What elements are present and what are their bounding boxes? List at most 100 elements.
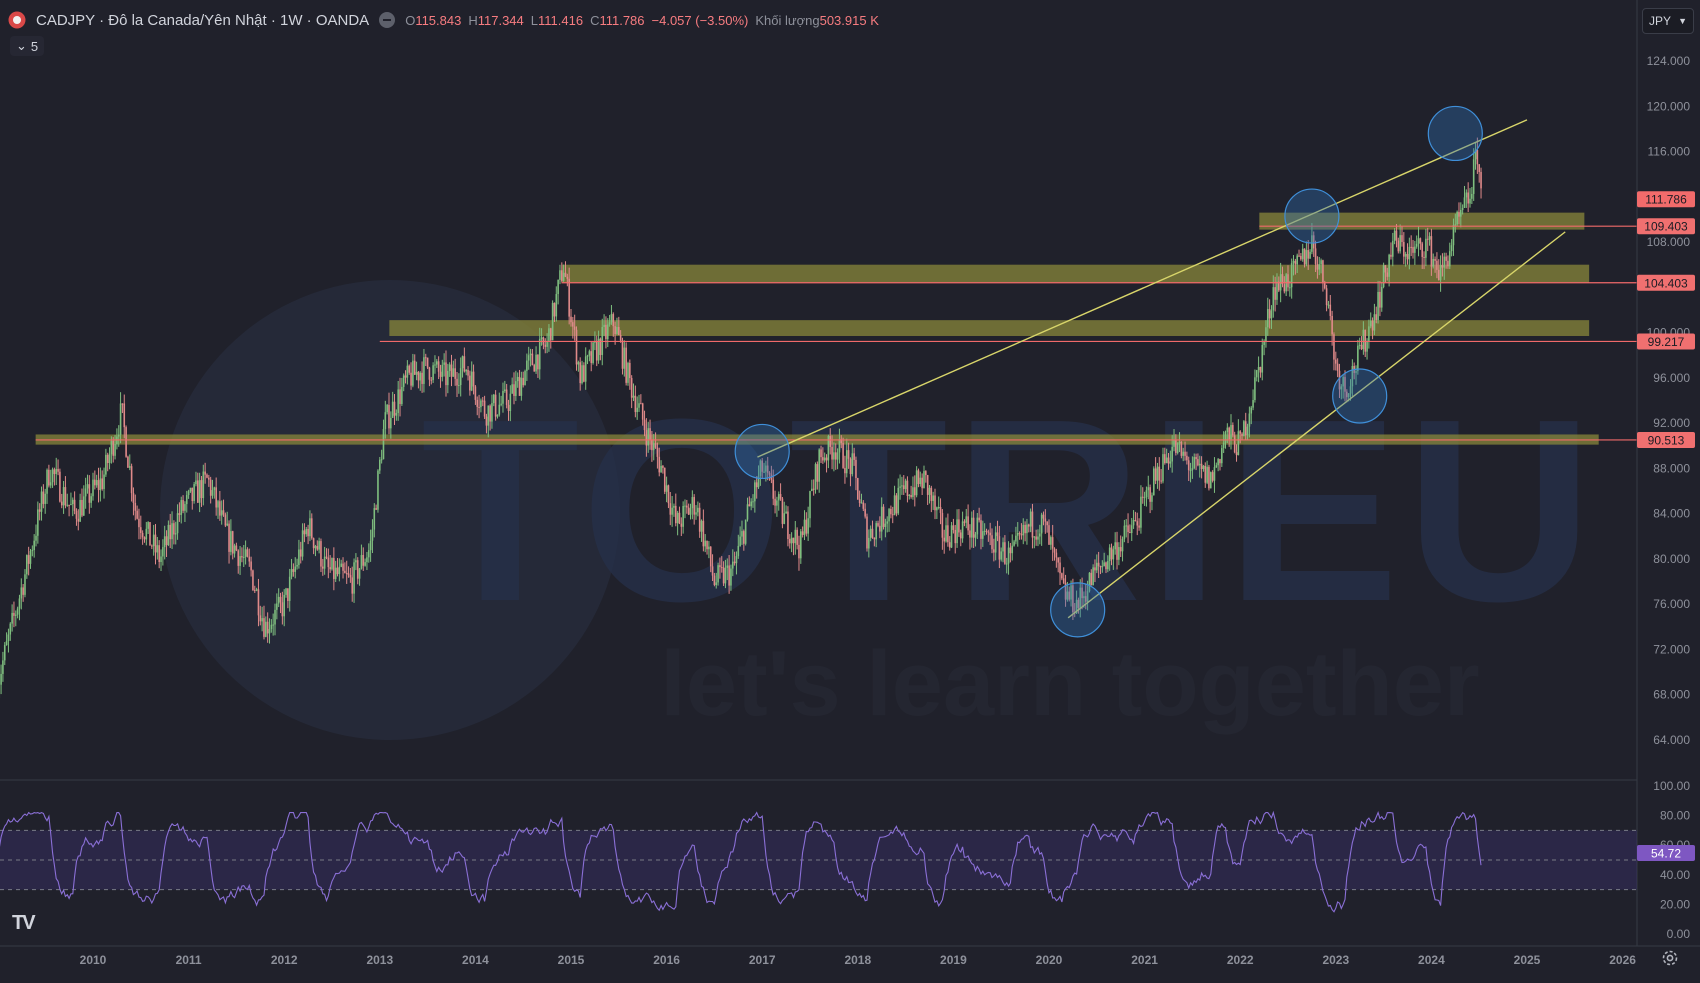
candle-body (390, 418, 392, 428)
symbol-title[interactable]: CADJPY · Đô la Canada/Yên Nhật · 1W · OA… (36, 12, 369, 29)
candle-body (642, 403, 644, 419)
candle-body (74, 500, 76, 511)
candle-body (337, 568, 339, 574)
candle-body (407, 366, 409, 378)
candle-body (260, 615, 262, 621)
candle-body (399, 389, 401, 404)
candle-body (572, 322, 574, 326)
candle-body (1217, 459, 1219, 465)
candle-body (1210, 472, 1212, 488)
candle-body (1228, 428, 1230, 440)
candle-body (1234, 435, 1236, 452)
candle-body (686, 506, 688, 508)
candle-body (362, 555, 364, 566)
candle-body (1199, 464, 1201, 465)
candle-body (394, 402, 396, 416)
candle-body (967, 516, 969, 530)
candle-body (920, 478, 922, 484)
candle-body (1109, 548, 1111, 561)
candle-body (70, 504, 72, 505)
candle-body (517, 377, 519, 381)
candle-body (442, 365, 444, 377)
candle-body (1368, 326, 1370, 341)
candle-body (261, 618, 263, 621)
tradingview-logo[interactable]: TV (12, 912, 34, 935)
candle-body (555, 294, 557, 316)
candle-body (508, 405, 510, 411)
candle-body (671, 508, 673, 515)
candle-body (550, 328, 552, 340)
candle-body (712, 566, 714, 575)
candle-body (175, 533, 177, 534)
candle-body (658, 457, 660, 472)
candle-body (892, 514, 894, 515)
currency-select[interactable]: JPY ▼ (1642, 8, 1694, 34)
candle-body (1377, 292, 1379, 320)
highlight-circle-4[interactable] (1333, 369, 1387, 423)
candle-body (1296, 256, 1298, 265)
candle-body (1361, 345, 1363, 349)
candle-body (311, 518, 313, 538)
candle-body (1329, 305, 1331, 316)
candle-body (1201, 464, 1203, 469)
candle-body (554, 303, 556, 317)
candle-body (1363, 330, 1365, 349)
highlight-circle-2[interactable] (1051, 583, 1105, 637)
highlight-circle-3[interactable] (1285, 189, 1339, 243)
candle-body (462, 356, 464, 368)
candle-body (85, 488, 87, 496)
candle-body (208, 478, 210, 480)
y-tick-label: 84.000 (1653, 507, 1690, 521)
candle-body (98, 480, 100, 490)
candle-body (134, 503, 136, 511)
candle-body (1372, 321, 1374, 331)
highlight-circle-1[interactable] (735, 424, 789, 478)
last-price-tag: 111.786 (1645, 193, 1687, 207)
candle-body (918, 470, 920, 484)
candle-body (372, 530, 374, 541)
candle-body (304, 530, 306, 534)
highlight-circle-5[interactable] (1428, 106, 1482, 160)
candle-body (1059, 563, 1061, 574)
candle-body (899, 486, 901, 487)
candle-body (1120, 547, 1122, 551)
candle-body (1114, 542, 1116, 549)
candle-body (1302, 249, 1304, 260)
candle-body (989, 533, 991, 536)
candle-body (1135, 520, 1137, 521)
candle-body (236, 546, 238, 551)
candle-body (681, 524, 683, 527)
volume-value: 503.915 K (820, 13, 879, 28)
candle-body (283, 595, 285, 616)
candle-body (921, 478, 923, 488)
candle-body (817, 464, 819, 482)
candle-body (1118, 547, 1120, 560)
candle-body (1306, 250, 1308, 264)
candle-body (1227, 428, 1229, 432)
x-tick-label: 2015 (558, 953, 585, 967)
candle-body (1050, 537, 1052, 545)
y-tick-label: 88.000 (1653, 461, 1690, 475)
candle-body (1103, 562, 1105, 566)
candle-body (1179, 442, 1181, 443)
candle-body (646, 430, 648, 445)
candle-body (96, 480, 98, 485)
hide-indicator-button[interactable] (379, 12, 395, 28)
candle-body (835, 452, 837, 459)
candle-body (570, 317, 572, 323)
candle-body (43, 492, 45, 504)
candle-body (1455, 224, 1457, 225)
symbol-logo-icon[interactable] (8, 11, 26, 29)
candle-body (739, 537, 741, 546)
candle-body (228, 524, 230, 552)
candle-body (969, 530, 971, 537)
candle-body (46, 470, 48, 494)
y-tick-label: 116.000 (1648, 145, 1691, 159)
indicators-toggle-button[interactable]: ⌄ 5 (10, 36, 44, 56)
candle-body (938, 507, 940, 508)
settings-gear-icon[interactable] (1660, 948, 1680, 968)
candle-body (1107, 561, 1109, 569)
candle-body (234, 546, 236, 554)
